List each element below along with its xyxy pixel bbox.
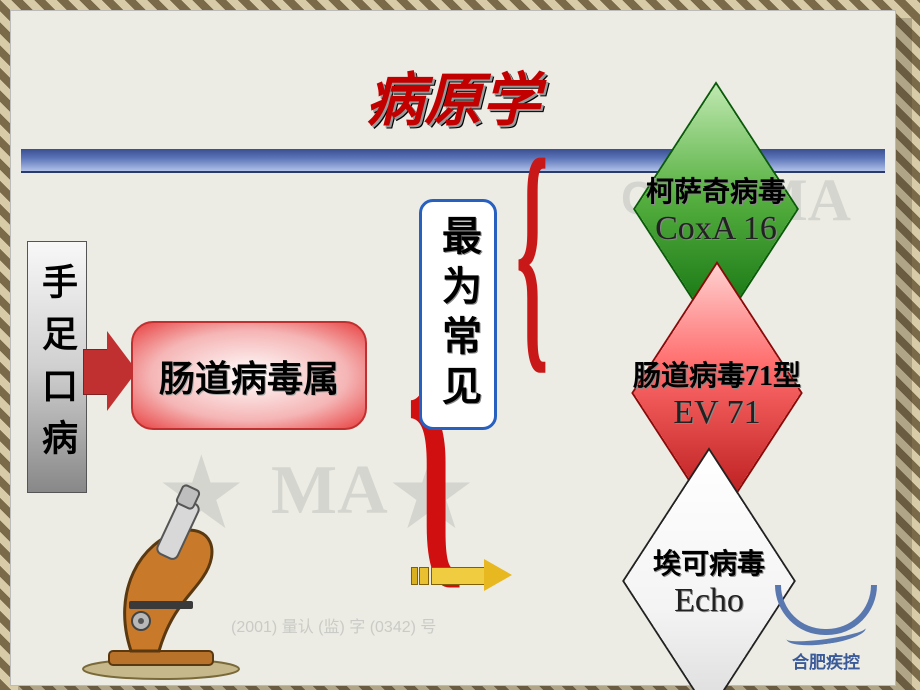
arrow-to-enterovirus	[83, 331, 138, 411]
disease-name-vertical-label: 手足口病	[27, 241, 87, 493]
diamond-ev71-label: 肠道病毒71型	[633, 354, 801, 394]
org-logo: 合肥疾控	[775, 585, 877, 673]
watermark-ma-2: MA	[271, 451, 388, 531]
org-logo-label: 合肥疾控	[775, 648, 877, 673]
enterovirus-genus-box: 肠道病毒属	[131, 321, 367, 430]
certification-text-faded: (2001) 量认 (监) 字 (0342) 号	[231, 613, 436, 637]
diamond-ev71-sub: EV 71	[633, 394, 801, 432]
diamond-ev71: 肠道病毒71型 EV 71	[533, 307, 901, 479]
microscope-icon	[71, 481, 251, 681]
stage: CNAS MA MA ★ ★ 病原学 手足口病 肠道病毒属 { 最为常见 { 柯…	[0, 0, 920, 690]
most-common-box: 最为常见	[419, 199, 497, 430]
diamond-echo-sub: Echo	[653, 582, 765, 620]
diamond-coxa16-label: 柯萨奇病毒	[646, 170, 786, 210]
slide: CNAS MA MA ★ ★ 病原学 手足口病 肠道病毒属 { 最为常见 { 柯…	[10, 10, 896, 686]
diamond-coxa16-sub: CoxA 16	[646, 210, 786, 248]
diamond-echo-label: 埃可病毒	[653, 542, 765, 582]
arrow-to-echo	[411, 561, 516, 589]
